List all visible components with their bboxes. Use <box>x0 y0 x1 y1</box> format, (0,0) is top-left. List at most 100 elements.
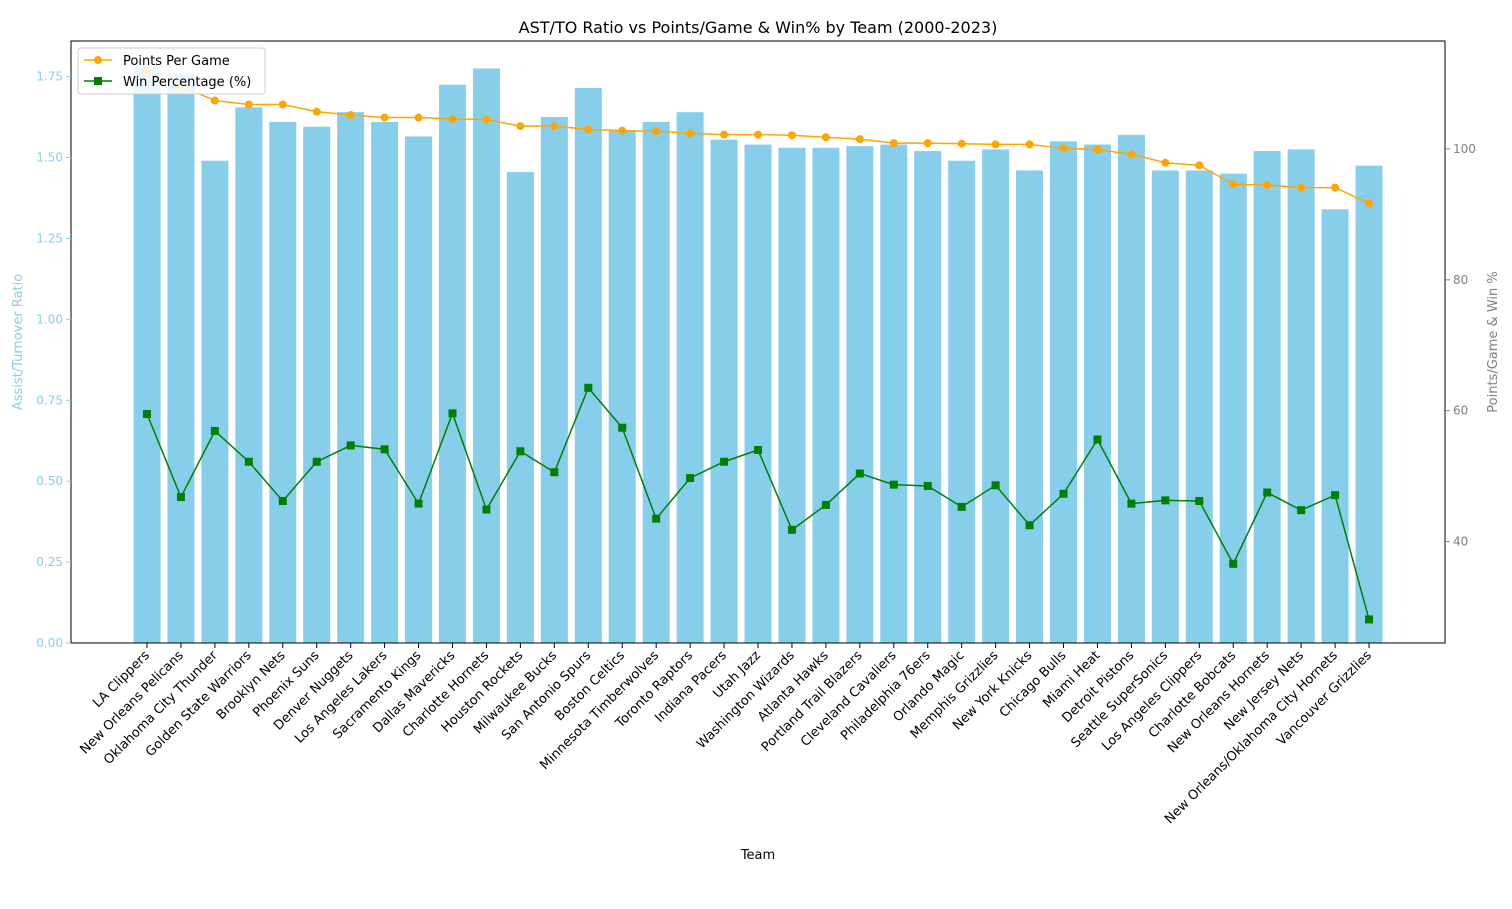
points-per-game-marker <box>1161 158 1170 167</box>
left-y-axis-label: Assist/Turnover Ratio <box>11 274 26 410</box>
win-percentage-marker <box>618 423 627 432</box>
points-per-game-marker <box>1127 150 1136 159</box>
right-tick-label: 60 <box>1453 404 1468 418</box>
win-percentage-marker <box>1093 435 1102 444</box>
win-percentage-marker <box>1025 521 1034 530</box>
left-tick-label: 1.75 <box>36 70 63 84</box>
win-percentage-marker <box>516 447 525 456</box>
win-percentage-marker <box>482 505 491 514</box>
win-percentage-marker <box>923 481 932 490</box>
win-percentage-marker <box>1059 489 1068 498</box>
win-percentage-marker <box>1195 497 1204 506</box>
win-percentage-marker <box>550 468 559 477</box>
win-percentage-marker <box>380 445 389 454</box>
points-per-game-marker <box>1059 144 1068 153</box>
x-axis-label: Team <box>740 848 775 863</box>
points-per-game-marker <box>923 139 932 148</box>
points-per-game-marker <box>1331 183 1340 192</box>
ast-to-bar <box>133 66 161 643</box>
ast-to-bar <box>1321 209 1349 644</box>
ast-to-bar <box>439 84 466 643</box>
points-per-game-marker <box>720 130 729 139</box>
win-percentage-marker <box>720 457 729 466</box>
ast-to-bar <box>1287 149 1315 644</box>
win-percentage-marker <box>210 426 219 435</box>
bar-series <box>133 66 1383 644</box>
win-percentage-marker <box>1365 615 1374 624</box>
win-percentage-marker <box>176 493 185 502</box>
ast-to-bar <box>167 73 195 644</box>
ast-to-bar <box>506 172 534 643</box>
right-tick-label: 100 <box>1453 142 1476 156</box>
win-percentage-marker <box>1297 506 1306 515</box>
points-per-game-marker <box>889 139 898 148</box>
win-percentage-marker <box>244 457 253 466</box>
points-per-game-marker <box>1025 140 1034 149</box>
win-percentage-marker <box>1127 499 1136 508</box>
ast-to-bar <box>1355 165 1383 644</box>
points-per-game-marker <box>652 127 661 136</box>
right-tick-label: 40 <box>1453 535 1468 549</box>
ast-to-bar <box>472 68 500 643</box>
left-tick-label: 0.50 <box>36 474 63 488</box>
win-percentage-marker <box>346 441 355 450</box>
points-per-game-marker <box>1195 161 1204 170</box>
points-per-game-marker <box>414 113 423 122</box>
left-tick-label: 1.50 <box>36 151 63 165</box>
points-per-game-marker <box>1263 180 1272 189</box>
points-per-game-marker <box>346 110 355 119</box>
ast-to-bar <box>642 121 670 643</box>
ast-to-bar <box>1050 141 1078 643</box>
ast-to-bar <box>914 151 942 644</box>
ast-to-bar <box>1117 134 1145 644</box>
legend-points-marker <box>94 56 102 64</box>
win-percentage-marker <box>312 457 321 466</box>
ast-to-bar <box>1151 170 1179 643</box>
ast-to-bar <box>201 160 229 643</box>
ast-to-bar <box>269 121 297 643</box>
line-series <box>143 68 1374 624</box>
points-per-game-marker <box>1093 145 1102 154</box>
win-percentage-marker <box>957 502 966 511</box>
points-per-game-marker <box>787 131 796 140</box>
win-percentage-marker <box>754 445 763 454</box>
points-per-game-marker <box>957 139 966 148</box>
chart-title: AST/TO Ratio vs Points/Game & Win% by Te… <box>519 18 998 37</box>
points-per-game-marker <box>1297 183 1306 192</box>
legend-box <box>77 47 266 95</box>
right-y-axis: 40 60 80 100 <box>1445 142 1476 549</box>
right-y-axis-label: Points/Game & Win % <box>1486 271 1501 412</box>
win-percentage-marker <box>278 497 287 506</box>
ast-to-bar <box>574 87 602 644</box>
win-percentage-marker <box>584 383 593 392</box>
points-per-game-marker <box>244 100 253 109</box>
right-tick-label: 80 <box>1453 273 1468 287</box>
ast-to-bar <box>540 117 568 643</box>
ast-to-bar <box>812 147 840 643</box>
legend-win-label: Win Percentage (%) <box>123 75 251 90</box>
win-percentage-marker <box>889 480 898 489</box>
points-per-game-marker <box>550 122 559 131</box>
win-percentage-marker <box>1229 559 1238 568</box>
ast-to-bar <box>1083 144 1111 643</box>
points-per-game-marker <box>516 122 525 131</box>
points-per-game-marker <box>821 133 830 142</box>
left-y-axis: 0.00 0.25 0.50 0.75 1.00 1.25 1.50 1.75 <box>36 70 71 650</box>
win-percentage-marker <box>686 474 695 483</box>
win-percentage-marker <box>1331 491 1340 500</box>
ast-to-bar <box>235 107 263 644</box>
points-per-game-marker <box>618 126 627 135</box>
win-percentage-marker <box>414 499 423 508</box>
points-per-game-marker <box>754 130 763 139</box>
win-percentage-marker <box>1161 496 1170 505</box>
ast-to-bar <box>337 112 365 643</box>
ast-to-bar <box>948 160 976 643</box>
ast-to-bar <box>1185 170 1213 643</box>
ast-to-bar <box>982 149 1010 644</box>
points-per-game-marker <box>482 115 491 124</box>
points-per-game-marker <box>210 96 219 105</box>
ast-to-bar <box>371 121 399 643</box>
points-per-game-marker <box>991 140 1000 149</box>
points-per-game-marker <box>855 135 864 144</box>
